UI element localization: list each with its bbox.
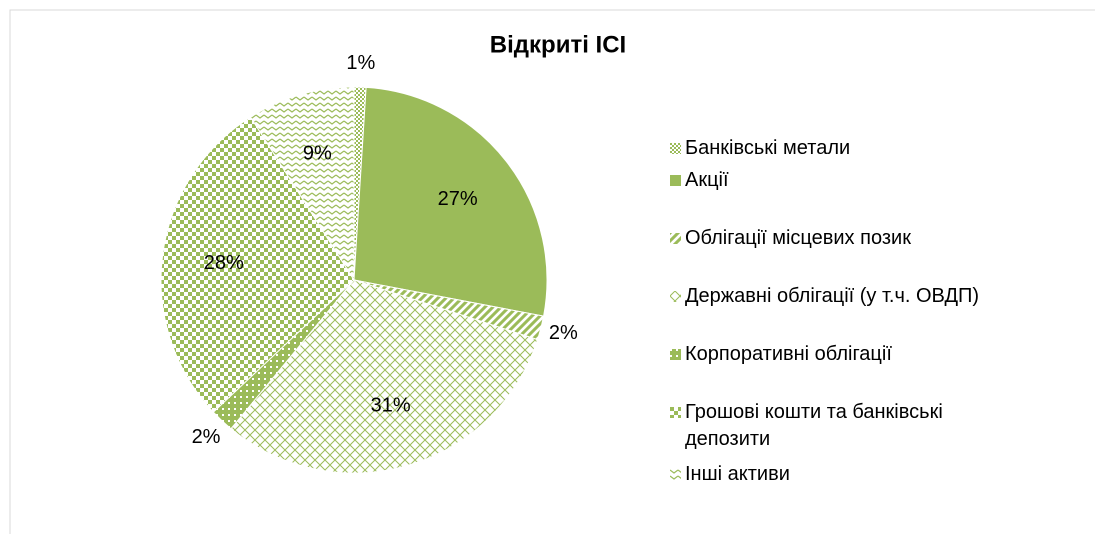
pie-slice: [249, 86, 355, 282]
pie-slice: [353, 86, 548, 317]
legend-item: Облігації місцевих позик: [670, 225, 1070, 251]
legend-swatch: [670, 233, 681, 244]
legend-swatch-fill: [670, 407, 681, 418]
legend-item: Грошові кошти та банківські депозити: [670, 399, 1010, 453]
data-label: 31%: [371, 394, 411, 416]
legend-swatch-fill: [670, 291, 681, 302]
legend-label: Корпоративні облігації: [685, 343, 892, 365]
legend-label: Державні облігації (у т.ч. ОВДП): [685, 285, 980, 307]
legend-swatch: [670, 469, 681, 480]
chart-title: Відкриті ІСІ: [490, 31, 626, 58]
legend-swatch-fill: [670, 349, 681, 360]
pie-slice: [230, 279, 539, 474]
legend-swatch: [670, 407, 681, 418]
legend-swatch-fill: [670, 143, 681, 154]
legend-label: Облігації місцевих позик: [685, 227, 911, 249]
legend-swatch-fill: [670, 233, 681, 244]
frame: [9, 9, 1095, 534]
legend-item: Інші активи: [670, 461, 1070, 487]
data-label: 2%: [192, 426, 221, 448]
legend-item: Державні облігації (у т.ч. ОВДП): [670, 283, 1070, 309]
data-label: 1%: [346, 52, 375, 74]
legend-label: Банківські метали: [685, 137, 851, 159]
legend-label: Інші активи: [685, 463, 790, 485]
legend-swatch: [670, 143, 681, 154]
data-label: 27%: [438, 188, 478, 210]
data-label: 9%: [303, 142, 332, 164]
legend-label: Грошові кошти та банківські депозити: [685, 401, 943, 450]
data-label: 28%: [204, 252, 244, 274]
pie-slice: [160, 116, 355, 413]
data-label: 2%: [549, 322, 578, 344]
legend-swatch: [670, 175, 681, 186]
legend-swatch: [670, 349, 681, 360]
legend-item: Банківські метали: [670, 135, 1070, 161]
legend-swatch-fill: [670, 469, 681, 480]
legend-swatch-fill: [670, 175, 681, 186]
legend-item: Корпоративні облігації: [670, 341, 1070, 367]
legend-label: Акції: [685, 169, 729, 191]
legend-item: Акції: [670, 167, 1070, 193]
legend-swatch: [670, 291, 681, 302]
